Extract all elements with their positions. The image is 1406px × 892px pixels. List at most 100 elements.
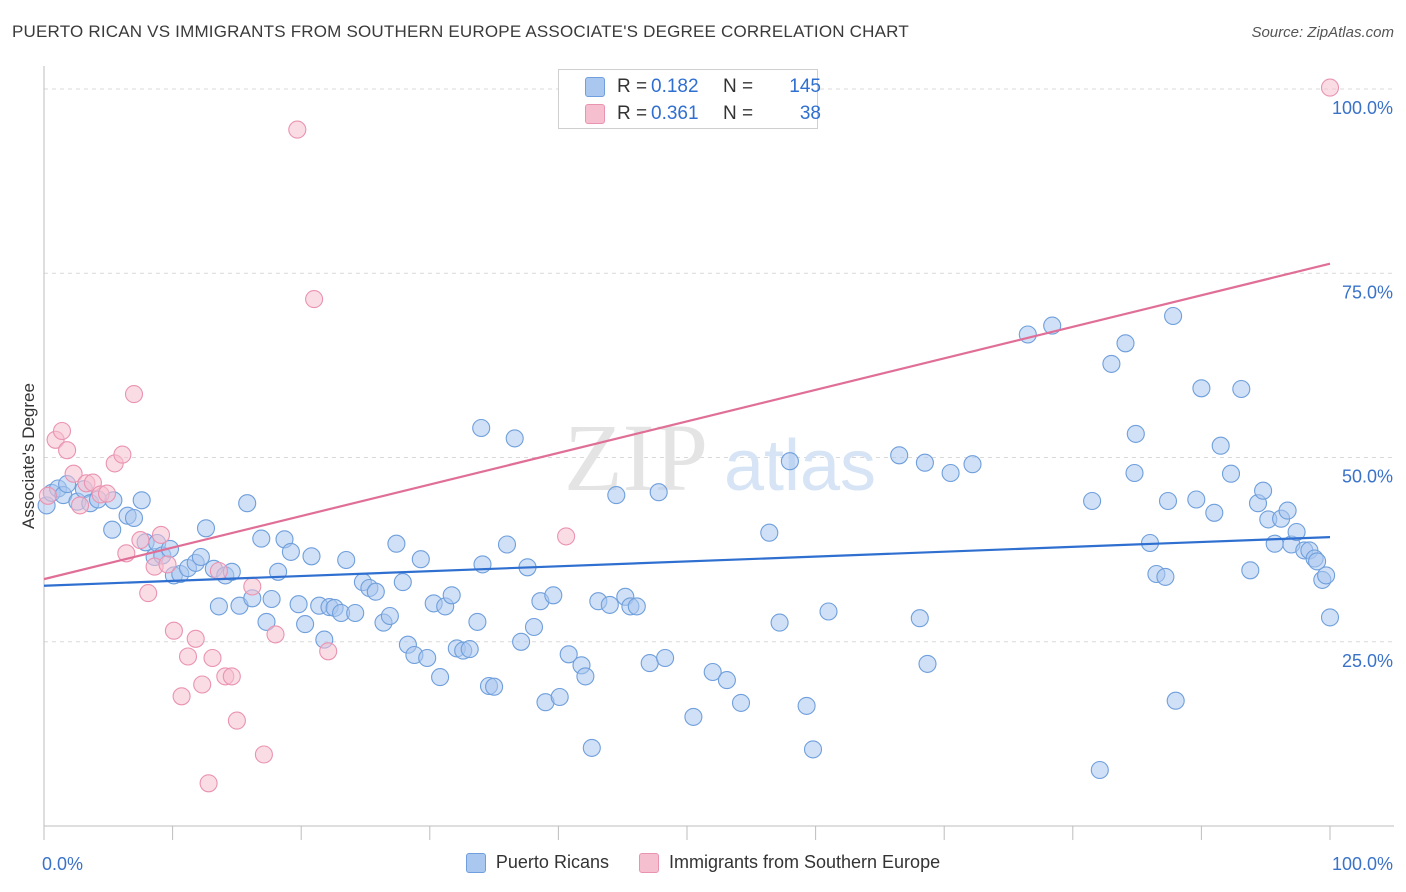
southern-europe-trendline xyxy=(43,262,1331,581)
puerto-rican-point xyxy=(524,617,544,637)
r-value: 0.361 xyxy=(651,103,699,124)
southern-europe-point xyxy=(124,385,144,404)
y-tick-label: 100.0% xyxy=(1332,98,1393,118)
stats-legend: R = 0.182 N = 145 R = 0.361 N = 38 xyxy=(558,69,821,129)
southern-europe-point xyxy=(199,774,218,793)
puerto-rican-point xyxy=(191,547,210,567)
legend-item-southern-europe[interactable]: Immigrants from Southern Europe xyxy=(638,852,941,873)
puerto-rican-point xyxy=(209,597,228,616)
puerto-rican-point xyxy=(366,582,385,601)
puerto-rican-point xyxy=(418,648,437,668)
puerto-rican-point xyxy=(731,693,751,712)
puerto-rican-point xyxy=(1164,306,1183,326)
legend-label: Immigrants from Southern Europe xyxy=(668,852,941,872)
puerto-rican-point xyxy=(915,453,934,472)
puerto-rican-point xyxy=(1241,561,1260,580)
puerto-rican-point xyxy=(819,602,838,621)
puerto-rican-point xyxy=(770,613,789,632)
southern-europe-point xyxy=(243,577,262,596)
southern-europe-point xyxy=(319,642,338,661)
n-label: N = xyxy=(723,103,754,124)
legend-item-puerto-ricans[interactable]: Puerto Ricans xyxy=(465,852,609,873)
southern-europe-point xyxy=(139,584,158,603)
puerto-rican-point xyxy=(582,738,601,757)
n-value: 145 xyxy=(789,76,821,97)
southern-europe-point xyxy=(58,441,77,460)
puerto-rican-point xyxy=(337,550,356,570)
puerto-rican-point xyxy=(703,662,722,682)
southern-europe-point xyxy=(266,625,285,644)
puerto-rican-point xyxy=(1102,354,1121,373)
puerto-rican-point xyxy=(387,534,406,553)
puerto-rican-point xyxy=(559,645,578,664)
y-tick-label: 25.0% xyxy=(1342,651,1393,671)
puerto-rican-point xyxy=(803,740,823,759)
x-tick-label: 0.0% xyxy=(42,854,83,874)
axis-layer xyxy=(43,66,1394,840)
y-tick-label: 75.0% xyxy=(1342,282,1393,302)
southern-europe-point xyxy=(254,745,273,764)
pink-swatch-icon xyxy=(585,104,605,124)
series-legend: Puerto Ricans Immigrants from Southern E… xyxy=(0,852,1406,873)
puerto-rican-point xyxy=(890,446,909,465)
puerto-rican-point xyxy=(717,671,736,690)
puerto-rican-point xyxy=(576,667,595,686)
puerto-rican-point xyxy=(1083,491,1102,511)
r-label: R = xyxy=(617,76,648,97)
puerto-rican-point xyxy=(238,494,257,513)
puerto-rican-point xyxy=(132,491,151,510)
southern-europe-point xyxy=(164,621,183,640)
puerto-rican-point xyxy=(1192,379,1211,398)
pink-swatch-icon xyxy=(638,852,659,873)
puerto-rican-point xyxy=(460,640,479,659)
puerto-rican-point xyxy=(1018,325,1037,344)
puerto-rican-point xyxy=(1265,534,1284,553)
puerto-rican-point xyxy=(600,595,619,614)
southern-europe-point xyxy=(131,531,150,550)
n-label: N = xyxy=(723,76,754,97)
southern-europe-point xyxy=(172,687,191,706)
puerto-rican-point xyxy=(1320,608,1340,627)
puerto-rican-trendline xyxy=(43,536,1331,587)
southern-europe-point xyxy=(193,675,212,694)
puerto-rican-point xyxy=(1187,490,1206,509)
puerto-rican-point xyxy=(505,429,524,448)
puerto-rican-point xyxy=(1317,566,1336,585)
puerto-rican-point xyxy=(485,677,504,696)
puerto-rican-point xyxy=(1308,552,1327,571)
southern-europe-point xyxy=(557,527,576,546)
puerto-rican-point xyxy=(544,586,563,605)
southern-europe-point xyxy=(227,711,246,730)
puerto-rican-point xyxy=(289,595,308,614)
y-tick-label: 50.0% xyxy=(1342,467,1393,487)
puerto-rican-point xyxy=(1278,501,1297,520)
southern-europe-point xyxy=(70,496,90,515)
puerto-rican-point xyxy=(963,455,982,474)
southern-europe-point xyxy=(38,486,57,505)
puerto-rican-point xyxy=(941,463,960,483)
puerto-rican-point xyxy=(910,609,929,628)
puerto-rican-point xyxy=(431,668,450,687)
southern-europe-point xyxy=(222,667,241,686)
blue-swatch-icon xyxy=(465,852,486,873)
n-value: 38 xyxy=(799,103,821,124)
puerto-rican-point xyxy=(512,632,531,651)
x-tick-label: 100.0% xyxy=(1332,854,1393,874)
chart-title: PUERTO RICAN VS IMMIGRANTS FROM SOUTHERN… xyxy=(12,22,909,41)
puerto-rican-point xyxy=(780,452,799,471)
puerto-rican-point xyxy=(472,418,491,438)
puerto-rican-point xyxy=(1232,379,1251,399)
puerto-rican-point xyxy=(797,696,816,715)
puerto-rican-point xyxy=(497,535,517,554)
blue-swatch-icon xyxy=(585,77,605,97)
puerto-rican-point xyxy=(656,648,675,668)
southern-europe-point xyxy=(288,120,307,139)
puerto-rican-point xyxy=(1211,436,1230,455)
puerto-rican-point xyxy=(607,486,626,505)
southern-europe-point xyxy=(186,629,205,648)
points-layer xyxy=(37,78,1340,793)
legend-label: Puerto Ricans xyxy=(495,852,609,872)
southern-europe-point xyxy=(158,555,177,574)
grid-layer xyxy=(44,88,1394,643)
